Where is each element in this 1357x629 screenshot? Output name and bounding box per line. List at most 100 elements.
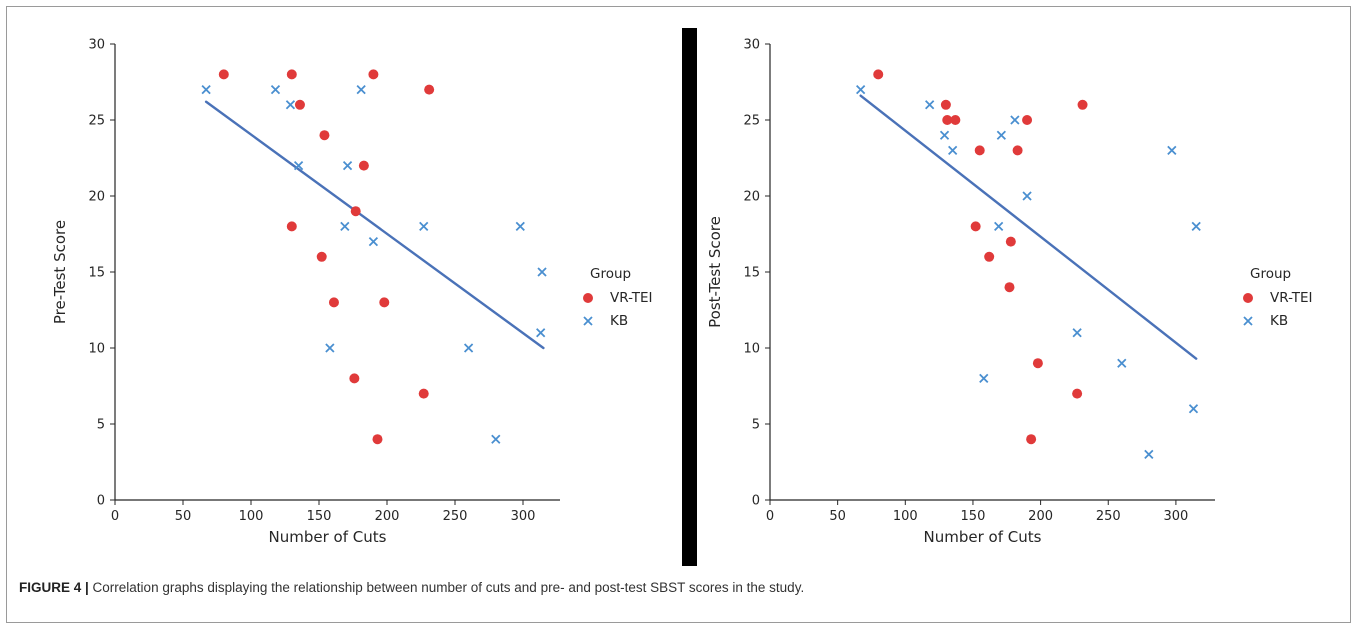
legend: Group VR-TEI KB (1243, 266, 1312, 329)
x-tick-label: 0 (766, 509, 774, 524)
vr-tei-point (970, 221, 981, 232)
vr-tei-point (1026, 434, 1037, 445)
vr-tei-point (940, 99, 951, 110)
legend-label: KB (610, 313, 628, 329)
kb-point (994, 221, 1004, 232)
x-tick-label: 50 (175, 509, 192, 524)
y-tick-label: 20 (88, 190, 105, 205)
kb-point (515, 221, 525, 232)
x-tick-label: 150 (961, 509, 986, 524)
kb-point (340, 221, 350, 232)
vr-tei-point (974, 145, 985, 156)
legend-title: Group (590, 266, 631, 282)
vr-tei-point (294, 99, 305, 110)
x-tick-label: 0 (111, 509, 119, 524)
post-test-chart: 0 50 100 150 200 250 300 0 5 10 15 20 25 30 Number of … (706, 38, 1312, 547)
vr-tei-point (424, 84, 435, 95)
legend-marker-kb (1243, 316, 1253, 326)
legend: Group VR-TEI KB (583, 266, 652, 329)
kb-point (536, 328, 546, 338)
x-tick-label: 250 (443, 509, 468, 524)
vr-tei-point (418, 388, 429, 399)
legend-label: VR-TEI (1270, 290, 1312, 306)
y-tick-label: 30 (88, 38, 105, 53)
vr-tei-point (286, 221, 297, 232)
vr-tei-point (1072, 388, 1083, 399)
vr-tei-point (1004, 282, 1015, 293)
kb-point (1072, 328, 1082, 338)
kb-point (285, 100, 296, 110)
y-tick-label: 25 (743, 114, 760, 129)
legend-marker-kb (583, 316, 593, 326)
vr-tei-point (1077, 99, 1088, 110)
regression-line (859, 94, 1198, 360)
caption-text: Correlation graphs displaying the relati… (88, 580, 805, 595)
y-tick-label: 0 (97, 494, 105, 509)
kb-point (1191, 221, 1201, 232)
y-tick-label: 10 (743, 342, 760, 357)
vr-tei-point (984, 251, 995, 262)
kb-point (979, 373, 989, 384)
vr-tei-point (379, 297, 390, 308)
y-tick-label: 5 (97, 418, 105, 433)
vr-tei-point (1032, 358, 1043, 369)
vr-tei-point (1012, 145, 1023, 156)
kb-point (342, 160, 353, 171)
kb-point (491, 434, 501, 444)
kb-point (201, 84, 211, 95)
pre-test-chart: 0 50 100 150 200 250 300 0 5 10 15 20 25 30 Number of … (51, 38, 652, 547)
panel-divider (682, 28, 697, 566)
vr-tei-point (319, 130, 330, 141)
x-tick-label: 100 (893, 509, 918, 524)
figure-caption: FIGURE 4 | Correlation graphs displaying… (19, 580, 804, 595)
kb-point (1022, 191, 1032, 201)
x-axis-label: Number of Cuts (269, 528, 387, 546)
legend-label: VR-TEI (610, 290, 652, 306)
y-tick-label: 10 (88, 342, 105, 357)
kb-point (270, 84, 281, 95)
legend-label: KB (1270, 313, 1288, 329)
kb-point (856, 84, 866, 95)
y-tick-label: 30 (743, 38, 760, 53)
x-tick-label: 250 (1096, 509, 1121, 524)
vr-tei-point (950, 115, 961, 125)
x-tick-label: 100 (239, 509, 264, 524)
legend-marker-vr-tei (1243, 293, 1253, 303)
vr-tei-point (1005, 236, 1016, 247)
x-tick-label: 300 (1163, 509, 1188, 524)
kb-point (925, 100, 935, 110)
vr-tei-point (942, 115, 953, 125)
caption-label: FIGURE 4 | (19, 580, 89, 595)
kb-point (537, 267, 547, 277)
kb-point (325, 343, 335, 353)
kb-point (463, 343, 474, 353)
vr-tei-point (1022, 115, 1033, 125)
vr-tei-point (350, 206, 361, 217)
regression-line (204, 100, 545, 350)
legend-marker-vr-tei (583, 293, 593, 303)
kb-point (368, 236, 379, 247)
vr-tei-point (218, 69, 229, 80)
y-tick-label: 15 (743, 266, 760, 281)
figure-frame (6, 6, 1351, 623)
y-axis-label: Post-Test Score (706, 216, 724, 328)
vr-tei-point (286, 69, 297, 80)
kb-point (939, 130, 950, 140)
kb-point (996, 130, 1006, 140)
kb-point (1188, 404, 1199, 414)
vr-tei-point (873, 69, 884, 80)
kb-point (948, 145, 958, 156)
x-tick-label: 200 (375, 509, 400, 524)
kb-point (1167, 145, 1177, 156)
y-tick-label: 5 (752, 418, 760, 433)
legend-title: Group (1250, 266, 1291, 282)
x-tick-label: 200 (1028, 509, 1053, 524)
vr-tei-point (316, 251, 327, 262)
vr-tei-point (368, 69, 379, 80)
vr-tei-point (358, 160, 369, 171)
x-tick-label: 150 (307, 509, 332, 524)
x-tick-label: 50 (829, 509, 846, 524)
y-tick-label: 20 (743, 190, 760, 205)
y-axis-label: Pre-Test Score (51, 220, 69, 324)
x-axis-label: Number of Cuts (924, 528, 1042, 546)
